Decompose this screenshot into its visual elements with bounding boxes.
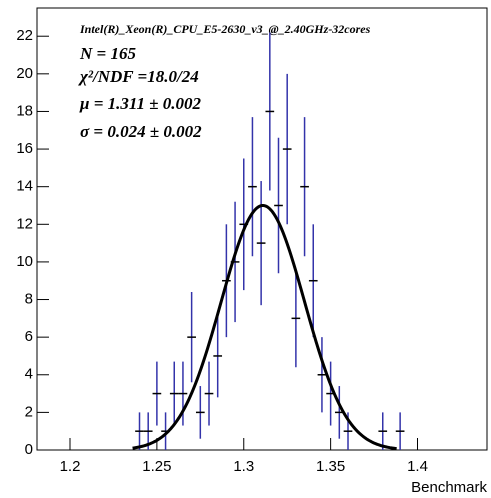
- stats-mean: μ = 1.311 ± 0.002: [79, 94, 202, 113]
- x-tick-label: 1.4: [407, 458, 428, 475]
- y-tick-label: 6: [25, 328, 33, 345]
- stats-chi2: χ²/NDF =18.0/24: [78, 67, 199, 86]
- frame: [36, 7, 488, 451]
- y-tick-label: 14: [16, 178, 33, 195]
- x-axis-label: Benchmark: [411, 479, 487, 496]
- y-tick-label: 8: [25, 291, 33, 308]
- stats-entries: N = 165: [79, 44, 136, 63]
- y-tick-label: 10: [16, 253, 33, 270]
- stats-sigma: σ = 0.024 ± 0.002: [80, 122, 202, 141]
- y-tick-label: 12: [16, 215, 33, 232]
- x-tick-label: 1.3: [233, 458, 254, 475]
- y-tick-label: 20: [16, 65, 33, 82]
- y-tick-label: 2: [25, 403, 33, 420]
- x-tick-label: 1.2: [60, 458, 81, 475]
- x-tick-label: 1.35: [316, 458, 345, 475]
- stats-title: Intel(R)_Xeon(R)_CPU_E5-2630_v3_@_2.40GH…: [79, 22, 371, 36]
- y-tick-label: 18: [16, 102, 33, 119]
- x-tick-label: 1.25: [142, 458, 171, 475]
- y-tick-label: 16: [16, 140, 33, 157]
- fit-curve: [132, 203, 397, 451]
- y-tick-label: 0: [25, 441, 33, 458]
- y-tick-label: 4: [25, 366, 33, 383]
- y-tick-label: 22: [16, 27, 33, 44]
